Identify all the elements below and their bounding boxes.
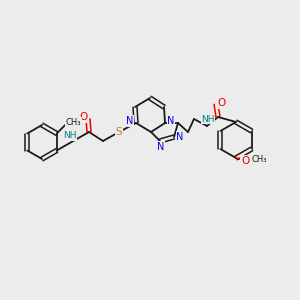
Text: NH: NH <box>63 131 77 140</box>
Text: CH₃: CH₃ <box>251 155 267 164</box>
Text: O: O <box>241 156 249 166</box>
Text: NH: NH <box>201 115 215 124</box>
Text: O: O <box>217 98 225 108</box>
Text: N: N <box>167 116 175 126</box>
Text: N: N <box>176 132 184 142</box>
Text: N: N <box>157 142 165 152</box>
Text: CH₃: CH₃ <box>66 118 82 127</box>
Text: O: O <box>79 112 87 122</box>
Text: N: N <box>126 116 134 126</box>
Text: S: S <box>116 127 122 137</box>
